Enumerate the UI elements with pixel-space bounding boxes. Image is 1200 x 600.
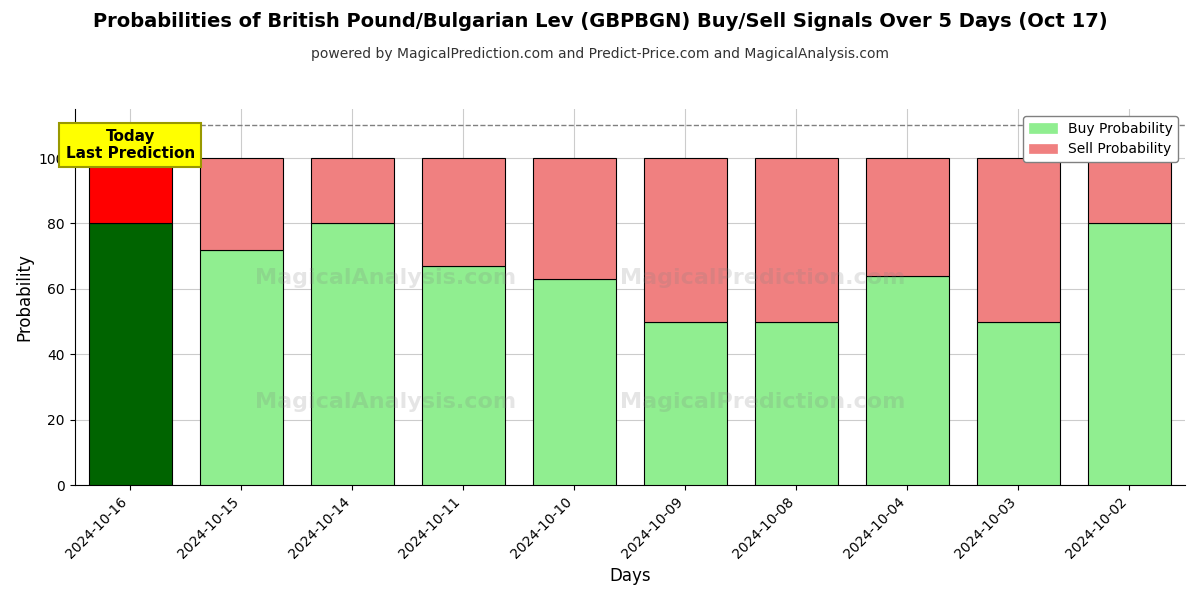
Bar [533,279,616,485]
Text: Today
Last Prediction: Today Last Prediction [66,128,194,161]
Bar [865,276,949,485]
Bar [643,322,727,485]
Bar [643,158,727,322]
Text: MagicalPrediction.com: MagicalPrediction.com [620,268,906,288]
Text: MagicalAnalysis.com: MagicalAnalysis.com [254,268,516,288]
Bar [977,322,1060,485]
Bar [89,223,172,485]
Bar [89,158,172,223]
Bar [199,250,283,485]
Bar [421,266,505,485]
Bar [421,158,505,266]
Y-axis label: Probability: Probability [16,253,34,341]
Bar [865,158,949,276]
X-axis label: Days: Days [610,567,650,585]
Text: Probabilities of British Pound/Bulgarian Lev (GBPBGN) Buy/Sell Signals Over 5 Da: Probabilities of British Pound/Bulgarian… [92,12,1108,31]
Bar [1088,158,1171,223]
Bar [1088,223,1171,485]
Bar [533,158,616,279]
Bar [311,158,394,223]
Legend: Buy Probability, Sell Probability: Buy Probability, Sell Probability [1024,116,1178,162]
Text: MagicalAnalysis.com: MagicalAnalysis.com [254,392,516,412]
Bar [311,223,394,485]
Bar [977,158,1060,322]
Bar [199,158,283,250]
Text: MagicalPrediction.com: MagicalPrediction.com [620,392,906,412]
Bar [755,322,838,485]
Bar [755,158,838,322]
Text: powered by MagicalPrediction.com and Predict-Price.com and MagicalAnalysis.com: powered by MagicalPrediction.com and Pre… [311,47,889,61]
